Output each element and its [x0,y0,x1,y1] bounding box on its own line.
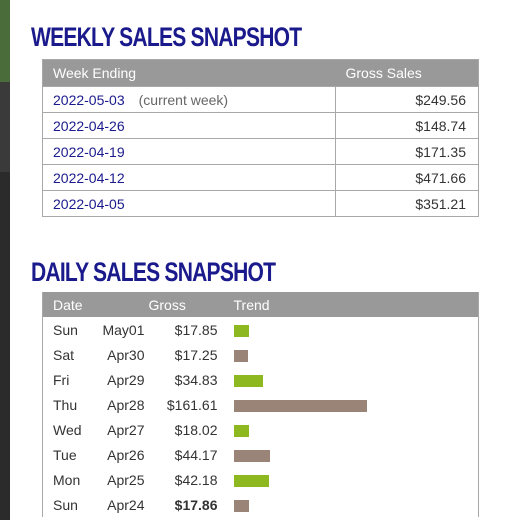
trend-cell [222,442,479,467]
daily-row: Wed Apr27 $18.02 [43,417,479,442]
date-cell: Apr27 [107,421,145,438]
weekly-header-row: Week Ending Gross Sales [42,59,479,87]
date-cell: Apr28 [107,396,145,413]
trend-bar [233,399,367,412]
gross-header: Gross [148,292,222,317]
trend-bar [233,424,249,437]
trend-cell [222,392,479,417]
weekly-row: 2022-04-05 $351.21 [42,190,479,217]
week-ending-link[interactable]: 2022-05-03 [53,91,125,108]
daily-row: Sun Apr24 $17.86 [43,492,479,517]
trend-cell [222,492,479,517]
day-cell: Wed [53,421,82,438]
gross-cell: $17.85 [174,321,218,338]
daily-row: Sun May01 $17.85 [43,317,479,342]
trend-cell [222,417,479,442]
gross-sales-header: Gross Sales [335,59,479,87]
date-header: Date [42,292,91,317]
daily-section-title: DAILY SALES SNAPSHOT [31,257,276,287]
weekly-sales-table: Week Ending Gross Sales 2022-05-03 (curre… [42,59,479,217]
gross-cell: $18.02 [174,421,218,438]
trend-cell [222,342,479,367]
daily-row: Mon Apr25 $42.18 [43,467,479,492]
trend-header: Trend [221,292,479,317]
week-ending-header: Week Ending [42,59,336,87]
week-ending-cell: 2022-04-05 [42,190,336,217]
gross-cell: $34.83 [174,371,218,388]
daily-row: Tue Apr26 $44.17 [43,442,479,467]
gross-sales-cell: $171.35 [335,138,479,165]
gross-cell: $161.61 [166,396,218,413]
week-ending-cell: 2022-04-12 [42,164,336,191]
gross-cell: $44.17 [174,446,218,463]
date-cell: May01 [102,321,145,338]
trend-bar [233,499,249,512]
trend-bar [233,474,269,487]
weekly-row: 2022-05-03 (current week) $249.56 [42,86,479,113]
daily-header-row: Date Gross Trend [42,292,479,317]
gross-sales-cell: $471.66 [335,164,479,191]
daily-row: Sat Apr30 $17.25 [43,342,479,367]
daily-row: Thu Apr28 $161.61 [43,392,479,417]
day-cell: Mon [53,471,81,488]
gross-sales-cell: $249.56 [335,86,479,113]
trend-bar [233,374,263,387]
trend-cell [222,367,479,392]
week-ending-link[interactable]: 2022-04-19 [53,143,125,160]
weekly-row: 2022-04-19 $171.35 [42,138,479,165]
day-cell: Sun [53,496,78,513]
day-cell: Sat [53,346,75,363]
week-ending-cell: 2022-04-19 [42,138,336,165]
date-cell: Apr25 [107,471,145,488]
weekly-row: 2022-04-12 $471.66 [42,164,479,191]
gross-cell: $17.25 [174,346,218,363]
date-cell: Apr26 [107,446,145,463]
weekly-row: 2022-04-26 $148.74 [42,112,479,139]
trend-cell [222,467,479,492]
day-cell: Thu [53,396,78,413]
week-ending-cell: 2022-05-03 (current week) [42,86,336,113]
trend-bar [233,449,270,462]
left-edge-green-segment [0,0,10,82]
daily-sales-table: Date Gross Trend Sun May01 $17.85 Sat Apr30 $… [42,292,479,517]
week-ending-link[interactable]: 2022-04-26 [53,117,125,134]
gross-cell: $17.86 [174,496,218,513]
weekly-section-title: WEEKLY SALES SNAPSHOT [31,22,302,52]
day-cell: Sun [53,321,78,338]
trend-cell [222,317,479,342]
date-cell: Apr30 [107,346,145,363]
gross-cell: $42.18 [174,471,218,488]
week-ending-link[interactable]: 2022-04-05 [53,195,125,212]
trend-bar [233,349,248,362]
day-cell: Fri [53,371,70,388]
week-ending-cell: 2022-04-26 [42,112,336,139]
week-ending-link[interactable]: 2022-04-12 [53,169,125,186]
gross-sales-cell: $351.21 [335,190,479,217]
gross-sales-cell: $148.74 [335,112,479,139]
date-cell: Apr29 [107,371,145,388]
day-cell: Tue [53,446,77,463]
left-edge-mid-segment [0,82,10,172]
date-cell: Apr24 [107,496,145,513]
daily-row: Fri Apr29 $34.83 [43,367,479,392]
trend-bar [233,324,249,337]
left-window-edge [0,0,10,520]
week-note: (current week) [138,91,229,108]
